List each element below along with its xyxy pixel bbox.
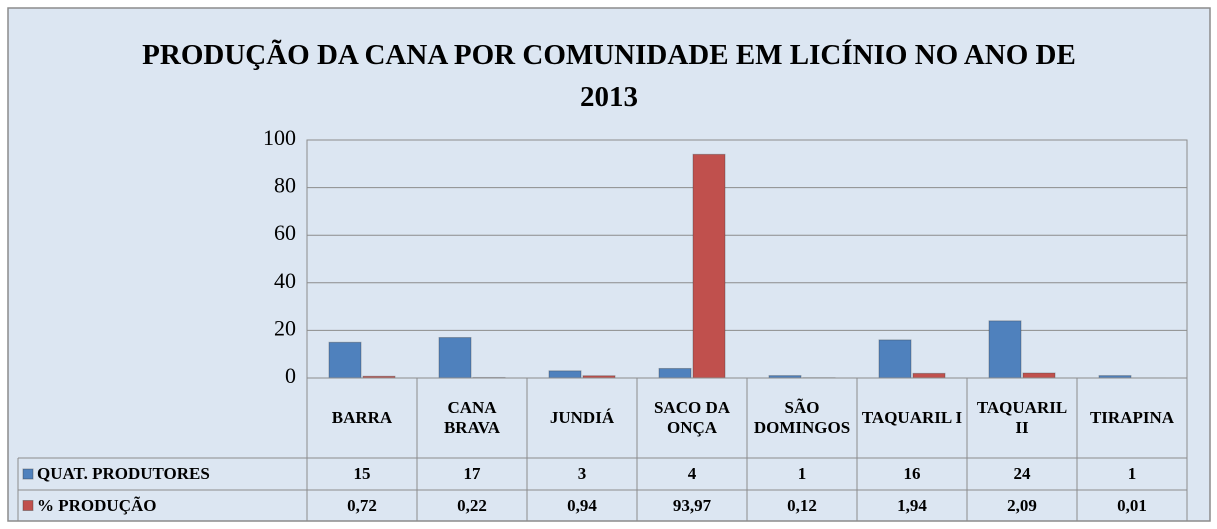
data-table-value: 93,97 (672, 495, 712, 515)
category-label: CANA BRAVA (443, 398, 501, 437)
category-label: SÃO DOMINGOS (753, 398, 851, 437)
data-table-value: 3 (577, 464, 587, 484)
category-label: BARRA (331, 408, 393, 428)
legend-label: % PRODUÇÃO (37, 495, 157, 515)
chart-title-text: PRODUÇÃO DA CANA POR COMUNIDADE EM LICÍN… (142, 39, 1076, 113)
legend-label: QUAT. PRODUTORES (37, 464, 210, 484)
data-table-value: 1,94 (897, 495, 927, 515)
data-table-value: 1 (1127, 464, 1137, 484)
y-tick-label: 40 (274, 268, 296, 293)
category-label: TIRAPINA (1089, 408, 1175, 428)
bar (548, 370, 582, 379)
y-tick-label: 80 (274, 173, 296, 198)
bar (328, 341, 362, 379)
data-table-value: 2,09 (1007, 495, 1037, 515)
bar (658, 367, 692, 379)
category-label: JUNDIÁ (549, 408, 615, 428)
data-table-value: 4 (687, 464, 697, 484)
data-table-value: 0,01 (1117, 495, 1147, 515)
y-tick-label: 20 (274, 315, 296, 340)
data-table-value: 0,72 (347, 495, 377, 515)
chart-title: PRODUÇÃO DA CANA POR COMUNIDADE EM LICÍN… (8, 34, 1210, 118)
chart-background (7, 7, 1211, 522)
data-table-value: 0,12 (787, 495, 817, 515)
legend-marker (22, 500, 34, 511)
data-table-value: 15 (353, 464, 371, 484)
y-tick-label: 100 (263, 125, 296, 150)
bar (692, 153, 726, 379)
bar (878, 339, 912, 379)
category-label: TAQUARIL I (861, 408, 963, 428)
data-table-value: 1 (797, 464, 807, 484)
category-label: TAQUARIL II (976, 398, 1068, 437)
bar (988, 320, 1022, 379)
data-table-value: 0,22 (457, 495, 487, 515)
data-table-value: 17 (463, 464, 481, 484)
data-table-value: 0,94 (567, 495, 597, 515)
category-label: SACO DA ONÇA (653, 398, 731, 437)
y-tick-label: 0 (285, 363, 296, 388)
y-tick-label: 60 (274, 220, 296, 245)
data-table-value: 24 (1013, 464, 1031, 484)
legend-marker (22, 468, 34, 480)
bar (438, 337, 472, 379)
data-table-value: 16 (903, 464, 921, 484)
